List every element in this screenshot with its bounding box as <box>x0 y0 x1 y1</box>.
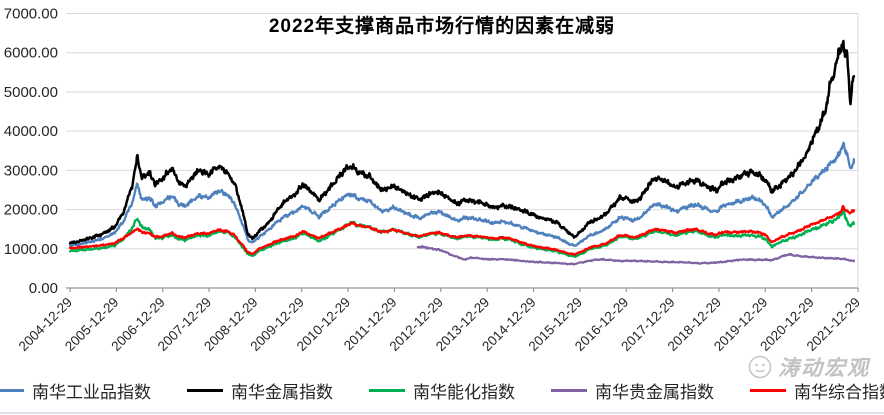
legend-label-industrial: 南华工业品指数 <box>32 383 151 402</box>
series-line-3 <box>416 245 856 266</box>
series-line-0 <box>68 141 856 248</box>
legend-line-industrial-icon <box>0 389 24 392</box>
legend-line-composite-icon <box>750 389 786 392</box>
legend-item-composite: 南华综合指数 <box>750 378 884 403</box>
chart-legend: 南华工业品指数 南华金属指数 南华能化指数 南华贵金属指数 南华综合指数 <box>0 378 884 403</box>
series-line-4 <box>68 205 856 257</box>
legend-item-metals: 南华金属指数 <box>187 378 333 403</box>
y-tick-label: 2000.00 <box>4 202 58 219</box>
y-tick-label: 0.00 <box>29 280 58 297</box>
bottom-divider <box>0 412 884 414</box>
legend-item-industrial: 南华工业品指数 <box>0 378 151 403</box>
y-tick-label: 1000.00 <box>4 241 58 258</box>
legend-label-composite: 南华综合指数 <box>794 383 884 402</box>
legend-label-metals: 南华金属指数 <box>231 383 333 402</box>
series-line-1 <box>68 39 856 245</box>
legend-label-energy-chem: 南华能化指数 <box>413 383 515 402</box>
y-tick-label: 5000.00 <box>4 84 58 101</box>
y-tick-label: 4000.00 <box>4 123 58 140</box>
legend-label-precious-metals: 南华贵金属指数 <box>595 383 714 402</box>
legend-line-energy-chem-icon <box>369 389 405 392</box>
y-tick-label: 3000.00 <box>4 162 58 179</box>
legend-line-metals-icon <box>187 389 223 392</box>
y-tick-label: 7000.00 <box>4 6 58 23</box>
legend-item-energy-chem: 南华能化指数 <box>369 378 515 403</box>
chart-title: 2022年支撑商品市场行情的因素在减弱 <box>268 16 616 37</box>
legend-item-precious-metals: 南华贵金属指数 <box>551 378 714 403</box>
legend-line-precious-metals-icon <box>551 389 587 392</box>
y-tick-label: 6000.00 <box>4 45 58 62</box>
gridlines <box>66 13 859 288</box>
